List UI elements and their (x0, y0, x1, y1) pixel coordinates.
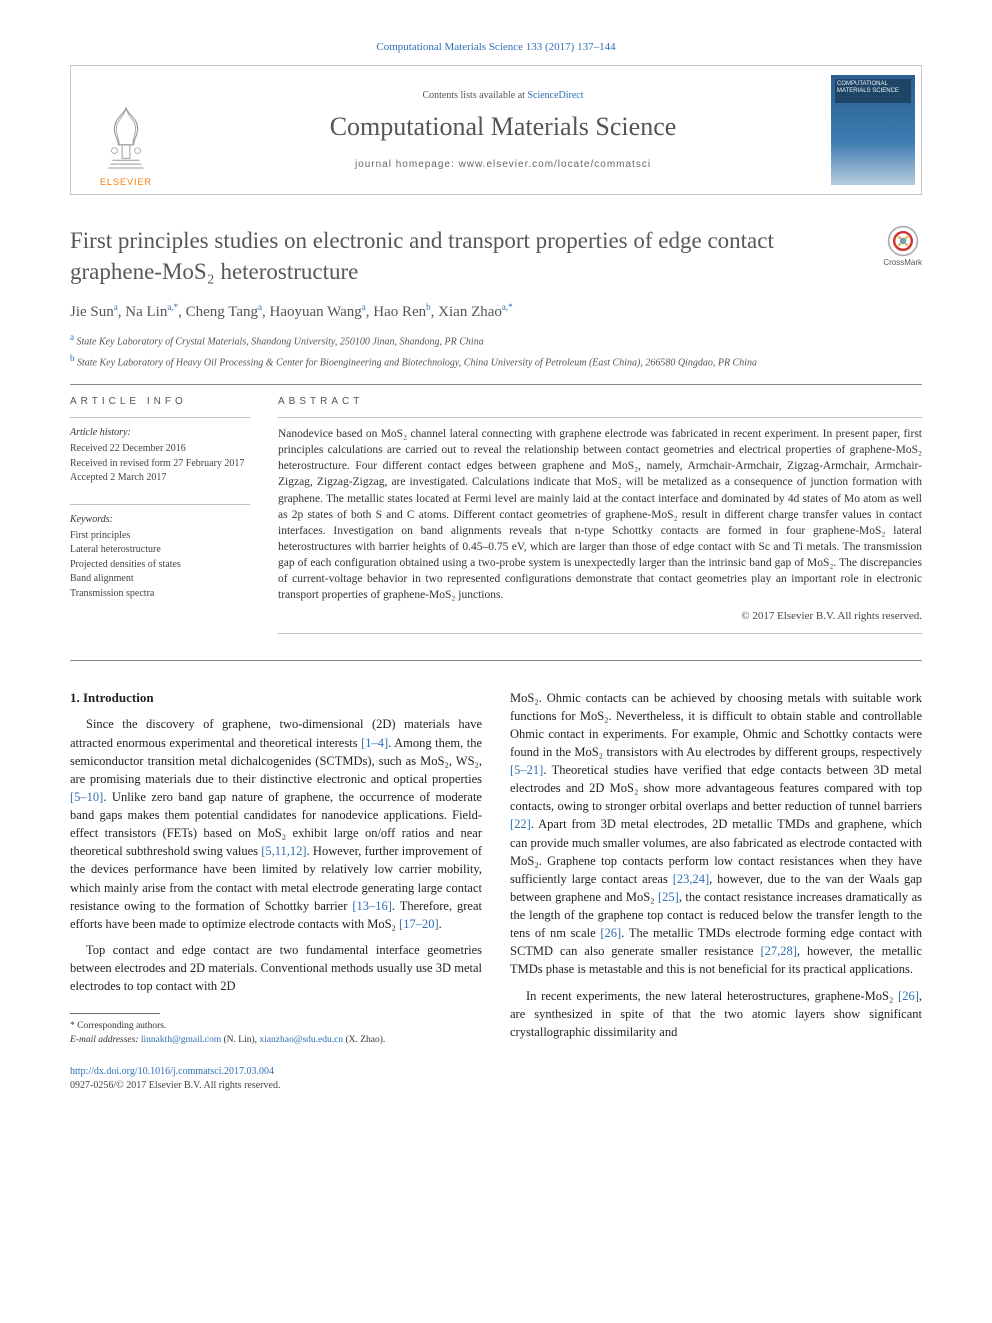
publisher-logo-cell: ELSEVIER (71, 66, 181, 194)
keyword: Transmission spectra (70, 587, 250, 602)
author: Haoyuan Wang (270, 304, 362, 320)
author: Cheng Tang (186, 304, 258, 320)
doi-link[interactable]: http://dx.doi.org/10.1016/j.commatsci.20… (70, 1065, 922, 1079)
keyword: First principles (70, 529, 250, 544)
divider (278, 417, 922, 418)
reference-link[interactable]: [5–10] (70, 790, 103, 804)
header-center: Contents lists available at ScienceDirec… (181, 66, 825, 194)
section-heading: 1. Introduction (70, 689, 482, 708)
body-columns: 1. Introduction Since the discovery of g… (70, 689, 922, 1049)
email-who: (X. Zhao). (345, 1035, 385, 1045)
abstract-text: Nanodevice based on MoS₂ channel lateral… (278, 426, 922, 603)
divider (70, 660, 922, 661)
corr-mark[interactable]: * (174, 302, 179, 312)
affiliation-text: State Key Laboratory of Crystal Material… (77, 337, 484, 348)
journal-header: ELSEVIER Contents lists available at Sci… (70, 65, 922, 195)
affil-sup: a (258, 302, 262, 312)
author: Xian Zhao (438, 304, 502, 320)
reference-link[interactable]: [25] (658, 890, 679, 904)
history-title: Article history: (70, 426, 250, 440)
email-link[interactable]: linnakth@gmail.com (141, 1035, 221, 1045)
citation-line: Computational Materials Science 133 (201… (70, 40, 922, 55)
paragraph: MoS₂. Ohmic contacts can be achieved by … (510, 689, 922, 979)
email-footnote: E-mail addresses: linnakth@gmail.com (N.… (70, 1034, 482, 1047)
abstract-copyright: © 2017 Elsevier B.V. All rights reserved… (278, 609, 922, 624)
email-label: E-mail addresses: (70, 1035, 139, 1045)
publisher-name: ELSEVIER (100, 176, 152, 189)
cover-thumbnail-cell: COMPUTATIONAL MATERIALS SCIENCE (825, 66, 921, 194)
reference-link[interactable]: [22] (510, 817, 531, 831)
article-info-column: ARTICLE INFO Article history: Received 2… (70, 395, 250, 641)
footnote-divider (70, 1013, 160, 1014)
divider (70, 504, 250, 505)
keyword: Projected densities of states (70, 558, 250, 573)
email-who: (N. Lin), (224, 1035, 258, 1045)
divider (70, 384, 922, 385)
author: Hao Ren (373, 304, 426, 320)
page-footer: http://dx.doi.org/10.1016/j.commatsci.20… (70, 1065, 922, 1093)
journal-cover-thumbnail: COMPUTATIONAL MATERIALS SCIENCE (831, 75, 915, 185)
paragraph: Top contact and edge contact are two fun… (70, 941, 482, 995)
reference-link[interactable]: [5–21] (510, 763, 543, 777)
article-title: First principles studies on electronic a… (70, 225, 867, 287)
affil-sup: a (362, 302, 366, 312)
copyright-line: 0927-0256/© 2017 Elsevier B.V. All right… (70, 1079, 922, 1093)
right-column: MoS₂. Ohmic contacts can be achieved by … (510, 689, 922, 1049)
reference-link[interactable]: [5,11,12] (261, 844, 306, 858)
affiliation-a: a State Key Laboratory of Crystal Materi… (70, 331, 922, 349)
author-list: Jie Suna, Na Lina,*, Cheng Tanga, Haoyua… (70, 301, 922, 323)
reference-link[interactable]: [13–16] (352, 899, 392, 913)
affil-sup: a (114, 302, 118, 312)
paragraph: In recent experiments, the new lateral h… (510, 987, 922, 1041)
elsevier-tree-icon (97, 104, 155, 174)
reference-link[interactable]: [23,24] (673, 872, 709, 886)
corresponding-footnote: * Corresponding authors. (70, 1020, 482, 1033)
reference-link[interactable]: [26] (898, 989, 919, 1003)
paragraph: Since the discovery of graphene, two-dim… (70, 715, 482, 933)
keyword: Band alignment (70, 572, 250, 587)
history-line: Received 22 December 2016 (70, 442, 250, 457)
contents-list-line: Contents lists available at ScienceDirec… (422, 89, 583, 103)
abstract-heading: ABSTRACT (278, 395, 922, 409)
journal-name: Computational Materials Science (330, 109, 677, 145)
reference-link[interactable]: [26] (600, 926, 621, 940)
contents-prefix: Contents lists available at (422, 90, 527, 101)
sciencedirect-link[interactable]: ScienceDirect (527, 90, 583, 101)
affil-sup: b (426, 302, 431, 312)
homepage-prefix: journal homepage: (355, 159, 459, 170)
history-line: Accepted 2 March 2017 (70, 471, 250, 486)
article-info-heading: ARTICLE INFO (70, 395, 250, 409)
reference-link[interactable]: [27,28] (760, 944, 796, 958)
keywords-title: Keywords: (70, 513, 250, 527)
cover-title: COMPUTATIONAL MATERIALS SCIENCE (837, 81, 909, 94)
reference-link[interactable]: [17–20] (399, 917, 439, 931)
reference-link[interactable]: [1–4] (361, 736, 388, 750)
author: Jie Sun (70, 304, 114, 320)
history-line: Received in revised form 27 February 201… (70, 457, 250, 472)
crossmark-badge[interactable]: CrossMark (883, 225, 922, 268)
email-link[interactable]: xianzhao@sdu.edu.cn (259, 1035, 343, 1045)
affiliation-b: b State Key Laboratory of Heavy Oil Proc… (70, 352, 922, 370)
divider (70, 417, 250, 418)
corr-mark[interactable]: * (508, 302, 513, 312)
divider (278, 633, 922, 634)
abstract-column: ABSTRACT Nanodevice based on MoS₂ channe… (278, 395, 922, 641)
crossmark-icon (887, 225, 919, 257)
left-column: 1. Introduction Since the discovery of g… (70, 689, 482, 1049)
journal-homepage: journal homepage: www.elsevier.com/locat… (355, 158, 651, 172)
author: Na Lin (125, 304, 167, 320)
affiliation-text: State Key Laboratory of Heavy Oil Proces… (77, 357, 757, 368)
crossmark-label: CrossMark (883, 257, 922, 268)
keyword: Lateral heterostructure (70, 543, 250, 558)
homepage-url[interactable]: www.elsevier.com/locate/commatsci (459, 159, 652, 170)
